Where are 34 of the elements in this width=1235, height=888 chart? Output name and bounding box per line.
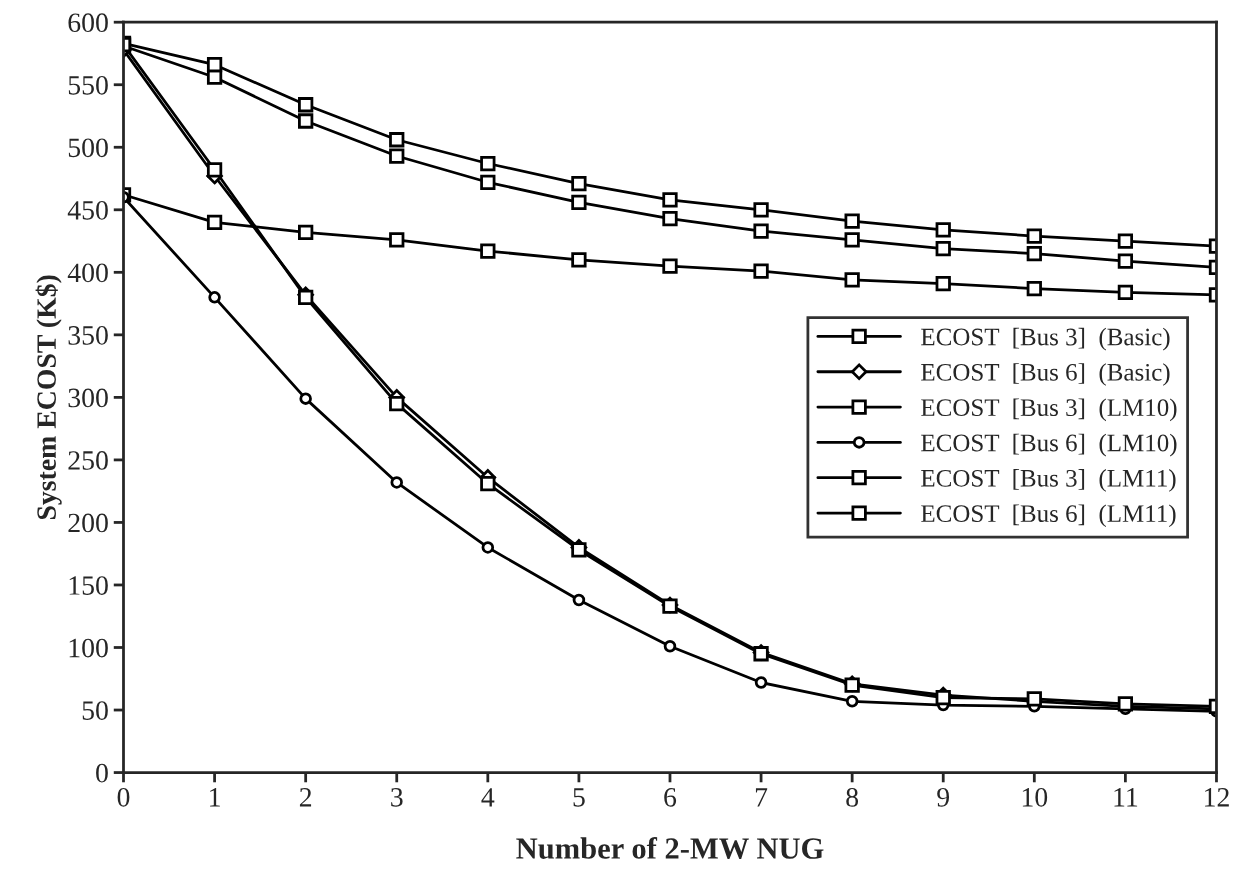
y-tick-label: 400 <box>67 263 108 283</box>
y-tick-label: 300 <box>68 388 108 408</box>
y-tick-label: 500 <box>68 138 108 158</box>
x-axis-title: Number of 2-MW NUG <box>516 837 824 859</box>
legend-label: ECOST [Bus 6] (Basic) <box>921 363 1170 386</box>
y-tick-label: 0 <box>96 763 108 783</box>
y-tick-label: 150 <box>69 576 108 595</box>
y-tick-label: 550 <box>68 75 108 95</box>
y-tick-label: 200 <box>68 513 108 533</box>
y-axis-title: System ECOST (K$) <box>35 275 62 520</box>
legend-label: ECOST [Bus 6] (LM11) <box>921 504 1176 528</box>
legend-label: ECOST [Bus 3] (Basic) <box>921 327 1170 351</box>
x-tick-label: 2 <box>299 788 312 807</box>
y-tick-label: 350 <box>68 326 108 345</box>
x-tick-label: 6 <box>664 788 677 807</box>
legend-label: ECOST [Bus 3] (LM10) <box>921 398 1177 422</box>
legend-label: ECOST [Bus 6] (LM10) <box>921 433 1177 457</box>
x-tick-label: 12 <box>1205 788 1229 807</box>
y-tick-label: 100 <box>69 638 108 658</box>
legend-label: ECOST [Bus 3] (LM11) <box>921 469 1176 492</box>
x-tick-label: 5 <box>573 788 585 807</box>
x-tick-label: 3 <box>391 788 403 807</box>
x-tick-label: 11 <box>1114 788 1138 807</box>
x-tick-label: 9 <box>937 788 950 807</box>
x-tick-label: 0 <box>117 787 130 807</box>
x-tick-label: 1 <box>210 788 220 807</box>
y-tick-label: 50 <box>82 701 108 720</box>
y-tick-label: 250 <box>68 451 108 470</box>
y-tick-label: 600 <box>68 13 108 33</box>
x-tick-label: 8 <box>846 787 859 807</box>
x-tick-label: 4 <box>481 788 495 807</box>
x-tick-label: 7 <box>755 788 768 807</box>
y-tick-label: 450 <box>67 200 108 220</box>
x-tick-label: 10 <box>1022 787 1048 807</box>
